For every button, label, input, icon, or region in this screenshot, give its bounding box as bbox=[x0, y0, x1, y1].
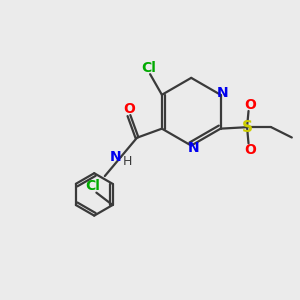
Text: Cl: Cl bbox=[141, 61, 156, 75]
Text: O: O bbox=[244, 98, 256, 112]
Text: N: N bbox=[110, 150, 122, 164]
Text: O: O bbox=[244, 143, 256, 157]
Text: Cl: Cl bbox=[85, 179, 100, 193]
Text: S: S bbox=[242, 120, 253, 135]
Text: O: O bbox=[123, 102, 135, 116]
Text: N: N bbox=[217, 86, 228, 100]
Text: N: N bbox=[188, 141, 199, 154]
Text: H: H bbox=[123, 155, 132, 168]
